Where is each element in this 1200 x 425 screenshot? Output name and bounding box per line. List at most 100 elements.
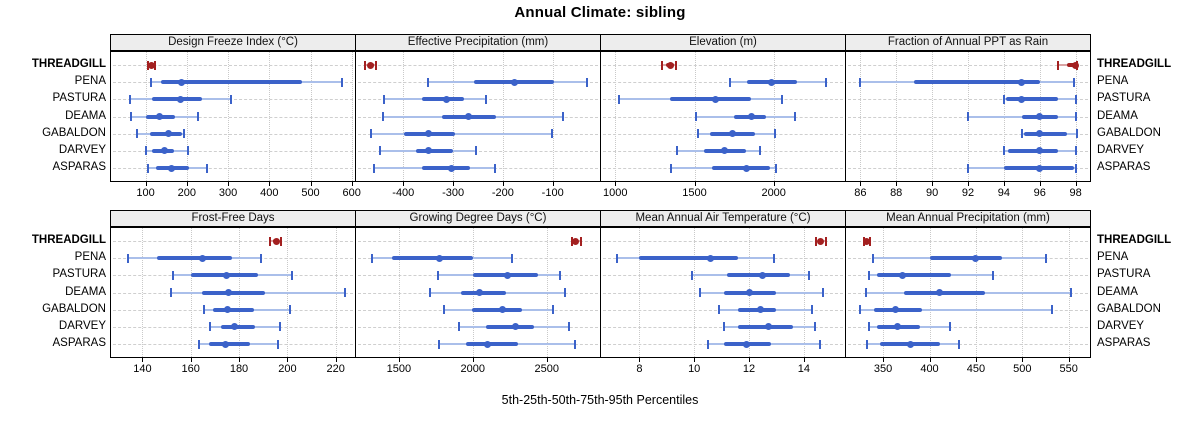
percentile-25-75-bar	[391, 256, 473, 261]
median-dot	[503, 271, 511, 279]
median-dot	[1072, 61, 1080, 69]
row-label-left: DARVEY	[58, 143, 106, 156]
axis-tick-label: 400	[920, 363, 939, 375]
whisker-end-cap	[759, 146, 762, 156]
whisker-end-cap	[967, 112, 969, 121]
whisker-end-cap	[510, 253, 513, 263]
axis-tick	[803, 358, 805, 362]
axis-tick	[773, 182, 775, 186]
median-dot	[1036, 164, 1044, 172]
whisker-end-cap	[154, 60, 157, 70]
median-dot	[764, 323, 772, 331]
whisker-end-cap	[1074, 112, 1077, 121]
median-dot	[729, 130, 737, 138]
median-dot	[221, 340, 229, 348]
row-label-left: PENA	[74, 75, 106, 88]
axis-tick-label: 350	[873, 363, 893, 375]
median-dot	[224, 306, 232, 314]
whisker-end-cap	[129, 94, 131, 104]
axis-tick	[896, 182, 898, 186]
row-label-left: THREADGILL	[31, 234, 106, 246]
axis-tick	[968, 182, 969, 186]
whisker-end-cap	[1074, 94, 1077, 104]
whisker-end-cap	[474, 146, 477, 156]
median-dot	[161, 147, 169, 155]
median-dot	[167, 164, 175, 172]
whisker-end-cap	[967, 163, 969, 173]
median-dot	[756, 306, 764, 314]
median-dot	[442, 95, 450, 103]
whisker-end-cap	[135, 129, 138, 139]
whisker-end-cap	[616, 253, 619, 263]
axis-tick	[502, 182, 504, 186]
percentile-25-75-bar	[202, 290, 266, 295]
median-dot	[906, 340, 914, 348]
median-dot	[1036, 113, 1044, 120]
whisker-end-cap	[1056, 60, 1059, 70]
median-dot	[862, 237, 870, 245]
whisker-end-cap	[276, 339, 279, 349]
axis-tick	[186, 182, 188, 186]
percentile-25-75-bar	[876, 273, 951, 278]
axis-tick-label: 600	[342, 187, 361, 199]
whisker-end-cap	[698, 288, 701, 297]
axis-tick-label: 94	[997, 187, 1011, 199]
row-label-right: GABALDON	[1097, 302, 1161, 315]
row-label-left: ASPARAS	[52, 337, 106, 349]
panel-strip: Frost-Free Days	[110, 210, 356, 227]
panel-strip: Design Freeze Index (°C)	[110, 34, 356, 51]
whisker-end-cap	[280, 236, 283, 246]
whisker-end-cap	[149, 77, 152, 87]
row-gridline	[848, 344, 1088, 345]
axis-tick-label: 1000	[603, 187, 628, 199]
median-dot	[512, 323, 520, 331]
row-label-left: DARVEY	[58, 319, 106, 332]
axis-tick-label: 1500	[386, 363, 412, 375]
whisker-end-cap	[196, 112, 199, 121]
panel-title: Elevation (m)	[689, 36, 757, 48]
median-dot	[711, 95, 719, 103]
axis-tick	[145, 182, 147, 186]
percentile-25-75-bar	[1005, 97, 1058, 102]
row-gridline	[603, 82, 843, 84]
median-dot	[745, 289, 753, 296]
whisker-end-cap	[561, 112, 564, 121]
axis-tick	[190, 358, 192, 362]
percentile-25-75-bar	[156, 256, 232, 261]
plot-area	[600, 227, 846, 358]
row-label-right: DARVEY	[1097, 319, 1145, 332]
whisker-end-cap	[723, 322, 726, 332]
whisker-end-cap	[186, 146, 189, 156]
row-label-right: PENA	[1097, 251, 1129, 264]
median-dot	[165, 130, 173, 138]
median-dot	[893, 323, 901, 331]
median-dot	[223, 271, 230, 279]
row-label-right: ASPARAS	[1097, 161, 1151, 173]
whisker-end-cap	[819, 339, 822, 349]
whisker-end-cap	[706, 339, 709, 349]
whisker-end-cap	[1051, 305, 1053, 315]
plot-area	[355, 51, 601, 182]
axis-tick-label: 2000	[460, 363, 486, 375]
percentile-25-75-bar	[670, 97, 751, 102]
whisker-end-cap	[958, 339, 961, 349]
row-label-right: THREADGILL	[1097, 234, 1172, 246]
percentile-25-75-bar	[465, 342, 519, 346]
axis-tick-label: 140	[133, 363, 152, 375]
whisker-end-cap	[868, 270, 871, 280]
plot-area	[845, 51, 1091, 182]
panel-strip: Growing Degree Days (°C)	[355, 210, 601, 227]
whisker-end-cap	[147, 163, 150, 173]
median-dot	[816, 237, 824, 245]
axis-tick-label: 400	[260, 187, 279, 199]
median-dot	[742, 164, 750, 172]
whisker-end-cap	[1072, 77, 1075, 87]
axis-tick	[1022, 358, 1024, 362]
panel-strip: Elevation (m)	[600, 34, 846, 51]
panel-title: Frost-Free Days	[191, 212, 275, 224]
whisker-end-cap	[871, 253, 874, 263]
axis-tick	[929, 358, 931, 362]
axis-tick	[1003, 182, 1005, 186]
axis-tick	[472, 358, 474, 362]
axis-tick	[239, 358, 240, 362]
